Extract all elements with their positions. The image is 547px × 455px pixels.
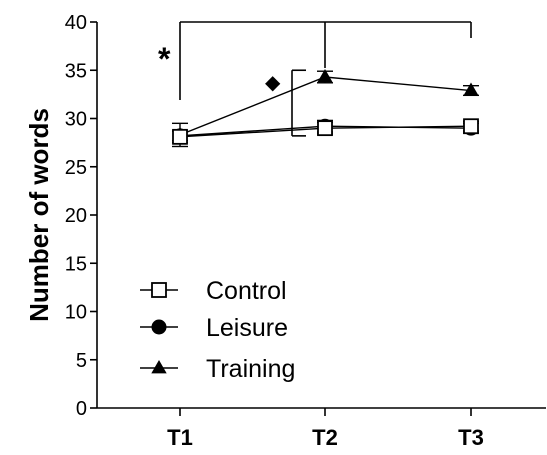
legend-marker <box>151 282 167 298</box>
y-tick-label: 20 <box>65 205 87 227</box>
x-tick-label: T3 <box>458 425 484 450</box>
y-tick-label: 15 <box>65 253 87 275</box>
plot-area: 0 5 10 15 20 25 30 35 40 T1 T2 T3 Control Leisure Trai… <box>65 12 546 450</box>
data-point <box>317 69 333 83</box>
y-tick-label: 40 <box>65 12 87 34</box>
data-point <box>172 128 188 145</box>
data-point <box>463 82 479 96</box>
y-tick-label: 25 <box>65 157 87 179</box>
y-tick-label: 0 <box>76 398 87 420</box>
y-tick-label: 5 <box>76 350 87 372</box>
y-axis-title: Number of words <box>24 108 54 322</box>
significance-diamond: ◆ <box>265 70 281 94</box>
legend-label: Leisure <box>206 314 288 342</box>
data-point <box>463 118 479 135</box>
legend-label: Training <box>206 355 295 383</box>
legend-marker <box>151 319 167 335</box>
y-tick-label: 35 <box>65 60 87 82</box>
legend-label: Control <box>206 277 287 305</box>
y-tick-label: 10 <box>65 302 87 324</box>
data-point <box>317 120 333 137</box>
x-tick-label: T1 <box>167 425 193 450</box>
significance-star: * <box>158 41 171 77</box>
y-tick-label: 30 <box>65 109 87 131</box>
x-tick-label: T2 <box>312 425 338 450</box>
legend-marker <box>151 360 167 374</box>
